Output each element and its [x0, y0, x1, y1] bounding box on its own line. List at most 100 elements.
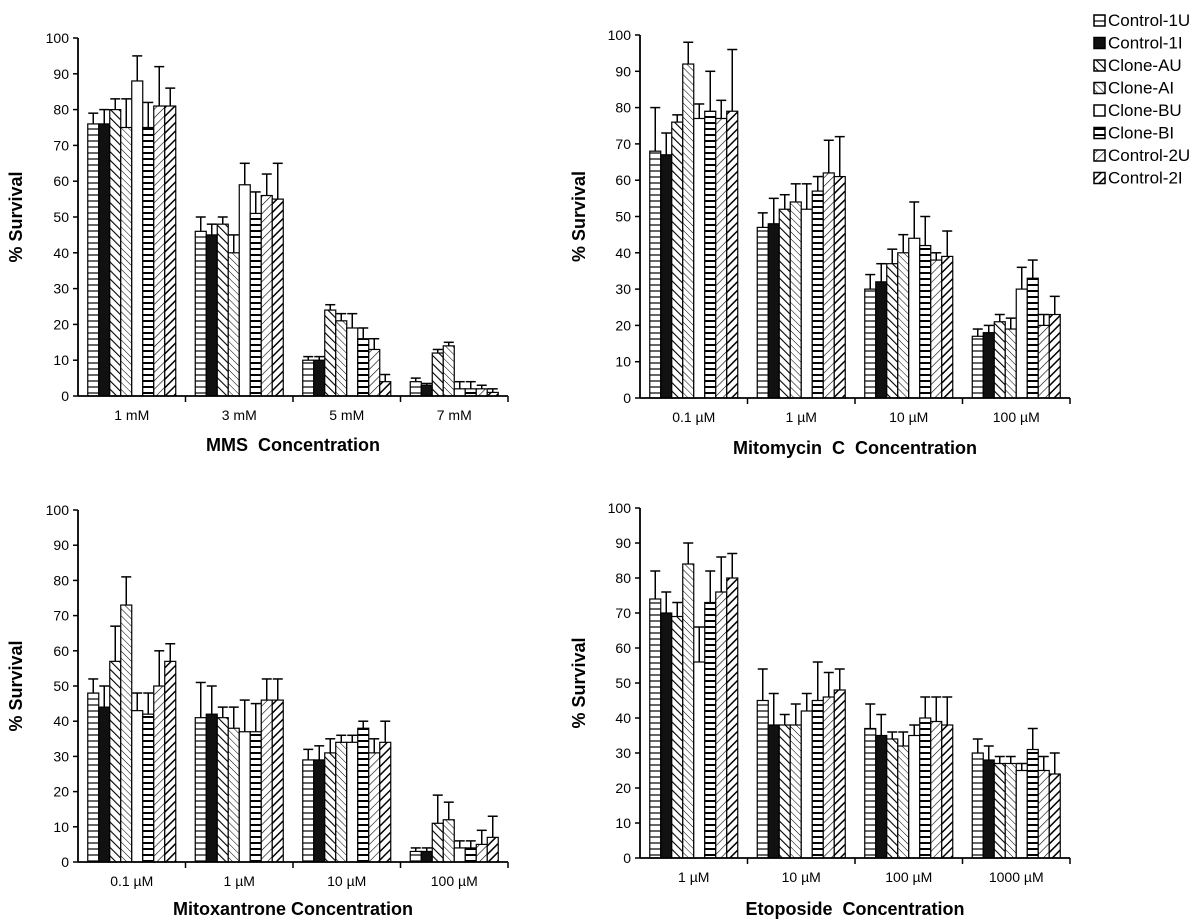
- y-tick-label: 90: [615, 535, 631, 551]
- y-tick-label: 40: [53, 713, 69, 729]
- y-tick-label: 70: [53, 608, 69, 624]
- x-tick-label: 1000 µM: [989, 869, 1044, 885]
- bar-control-2i: [941, 255, 954, 399]
- legend-item: Clone-BU: [1093, 101, 1182, 120]
- x-axis-title: Mitomycin C Concentration: [733, 438, 977, 458]
- x-tick-label: 0.1 µM: [110, 873, 153, 889]
- bar-control-1u: [87, 123, 100, 397]
- bar-clone-au: [109, 108, 122, 397]
- y-tick-label: 0: [623, 850, 631, 866]
- bar-clone-bu: [908, 734, 921, 859]
- bar-clone-au: [431, 822, 444, 863]
- x-tick-label: 5 mM: [329, 407, 364, 423]
- y-tick-label: 10: [615, 815, 631, 831]
- y-tick-label: 20: [53, 784, 69, 800]
- bar-control-1u: [409, 850, 422, 863]
- bar-control-2u: [368, 752, 381, 863]
- bar-clone-bu: [453, 388, 466, 397]
- bar-control-1u: [409, 381, 422, 397]
- bar-control-1i: [420, 384, 433, 397]
- x-tick-label: 10 µM: [782, 869, 821, 885]
- bar-clone-au: [993, 321, 1006, 399]
- bar-control-1u: [649, 150, 662, 399]
- y-tick-label: 80: [53, 572, 69, 588]
- bar-clone-ai: [897, 745, 910, 859]
- bar-clone-bi: [704, 110, 717, 399]
- bar-control-2i: [271, 699, 284, 863]
- bar-control-1u: [302, 359, 315, 397]
- y-tick-label: 50: [53, 678, 69, 694]
- bar-clone-au: [993, 762, 1006, 859]
- bar-control-1i: [875, 281, 888, 399]
- bar-control-2i: [379, 741, 392, 863]
- bar-clone-bi: [249, 212, 262, 397]
- bar-control-1i: [313, 759, 326, 863]
- bar-control-2i: [1048, 313, 1061, 399]
- y-tick-label: 20: [53, 316, 69, 332]
- y-tick-label: 30: [53, 748, 69, 764]
- y-tick-label: 90: [615, 63, 631, 79]
- bar-control-2u: [368, 348, 381, 397]
- x-axis-title: Mitoxantrone Concentration: [173, 899, 413, 919]
- y-tick-label: 40: [615, 710, 631, 726]
- bar-control-1i: [420, 850, 433, 863]
- bar-control-2u: [1037, 324, 1050, 399]
- bar-clone-bi: [704, 601, 717, 859]
- bar-clone-au: [431, 352, 444, 397]
- bar-control-1u: [87, 692, 100, 863]
- bar-control-2u: [260, 699, 273, 863]
- bar-clone-ai: [682, 563, 695, 859]
- bar-control-2i: [486, 836, 499, 863]
- chart-panel-1: 0 10 20 30 40 50 60 70 80 90 100 1 mM 3 mM 5 mM 7 mM MM…: [6, 30, 509, 455]
- bar-control-1u: [971, 335, 984, 399]
- bar-control-1i: [875, 734, 888, 859]
- bar-clone-bi: [464, 847, 477, 863]
- y-tick-label: 0: [61, 854, 69, 870]
- legend-label: Clone-BU: [1108, 101, 1182, 120]
- y-tick-label: 80: [615, 570, 631, 586]
- y-tick-label: 20: [615, 317, 631, 333]
- y-tick-label: 20: [615, 780, 631, 796]
- y-tick-label: 80: [615, 100, 631, 116]
- bar-control-2i: [833, 175, 846, 399]
- bar-control-2i: [1048, 773, 1061, 859]
- x-tick-label: 100 µM: [885, 869, 932, 885]
- y-tick-label: 0: [61, 388, 69, 404]
- chart-panel-3: 0 10 20 30 40 50 60 70 80 90 100 0.1 µM 1 µM 10 µM 100…: [6, 502, 509, 919]
- legend-item: Clone-AU: [1093, 56, 1182, 75]
- legend-item: Clone-AI: [1093, 79, 1174, 98]
- x-tick-label: 100 µM: [993, 409, 1040, 425]
- x-tick-label: 0.1 µM: [672, 409, 715, 425]
- bar-control-1i: [205, 713, 218, 863]
- y-tick-label: 30: [53, 281, 69, 297]
- bar-clone-bi: [919, 717, 932, 859]
- y-tick-label: 50: [615, 209, 631, 225]
- y-tick-label: 70: [615, 136, 631, 152]
- chart-panel-4: 0 10 20 30 40 50 60 70 80 90 100 1 µM 10 µM 100 µM 100…: [569, 500, 1071, 919]
- bar-control-1u: [756, 699, 769, 859]
- x-tick-label: 7 mM: [437, 407, 472, 423]
- bar-control-1i: [982, 759, 995, 859]
- bar-clone-bu: [693, 117, 706, 399]
- bar-clone-bi: [464, 388, 477, 397]
- bar-control-1i: [205, 234, 218, 397]
- bar-clone-bi: [249, 731, 262, 863]
- y-tick-label: 60: [615, 172, 631, 188]
- bar-control-2i: [271, 198, 284, 397]
- x-tick-label: 10 µM: [327, 873, 366, 889]
- x-axis-title: MMS Concentration: [206, 435, 380, 455]
- bar-clone-bu: [131, 710, 144, 863]
- bar-clone-bu: [346, 327, 359, 397]
- bar-clone-ai: [1004, 328, 1017, 399]
- legend-label: Control-1I: [1108, 34, 1183, 53]
- bar-clone-bu: [131, 80, 144, 397]
- legend-label: Clone-AU: [1108, 56, 1182, 75]
- bar-clone-bu: [346, 741, 359, 863]
- bar-control-1i: [313, 359, 326, 397]
- bar-control-1i: [98, 706, 111, 863]
- bar-control-2i: [164, 105, 177, 397]
- bar-clone-ai: [442, 345, 455, 397]
- y-tick-label: 100: [608, 500, 632, 516]
- y-tick-label: 70: [615, 605, 631, 621]
- bar-clone-bi: [919, 244, 932, 399]
